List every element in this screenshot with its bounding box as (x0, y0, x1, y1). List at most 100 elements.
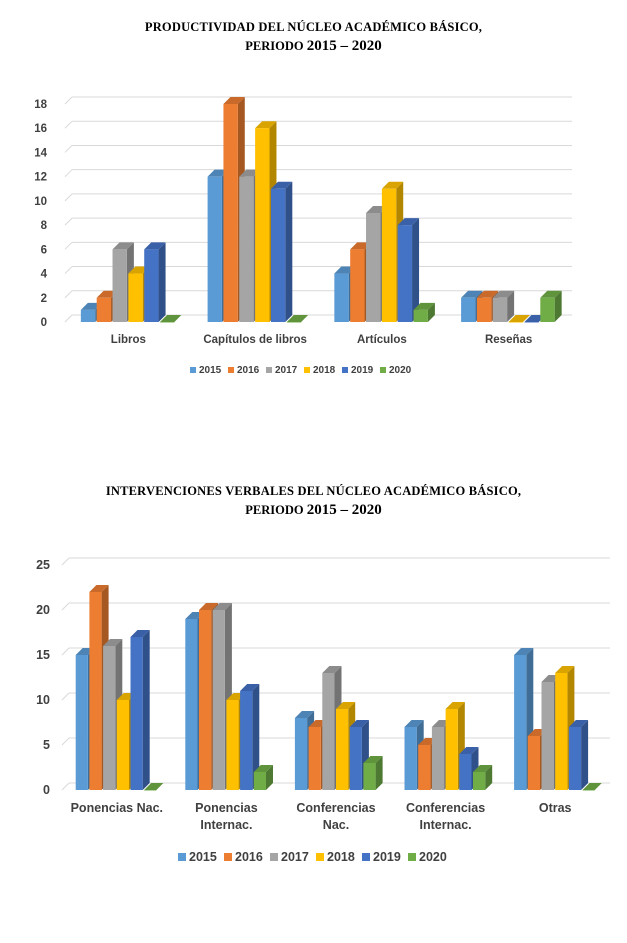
chart1-bar-top (476, 290, 499, 298)
chart2-category-label: Conferencias (406, 801, 485, 815)
chart1-ytick-label: 18 (34, 99, 47, 111)
chart2-bar-top (568, 720, 589, 727)
chart1-legend-swatch (342, 367, 348, 373)
chart2-legend-swatch (316, 853, 324, 861)
chart2-ytick-label: 5 (43, 738, 50, 752)
chart1-bar-top (508, 315, 530, 322)
chart1-title-line1: PRODUCTIVIDAD DEL NÚCLEO ACADÉMICO BÁSIC… (144, 20, 483, 34)
chart1-title-years: 2015 – 2020 (306, 38, 382, 54)
chart2-legend-label: 2017 (281, 850, 309, 864)
chart2-legend-swatch (224, 853, 232, 861)
chart2-legend-swatch (362, 853, 370, 861)
chart1-bar-side (507, 290, 515, 322)
chart1-bar-side (158, 242, 166, 322)
chart2-ytick-label: 25 (36, 558, 50, 572)
chart2-title-line2: PERIODO 2015 – 2020 (0, 502, 627, 519)
chart1-ytick-label: 16 (34, 123, 47, 135)
chart2-bar (514, 655, 527, 790)
chart2-bar (555, 673, 568, 790)
chart2-bar (541, 682, 554, 790)
chart2-ytick-label: 20 (36, 603, 50, 617)
chart1-bar (80, 309, 96, 322)
chart1-gridline-diag (64, 96, 73, 105)
chart1-bar (334, 273, 349, 322)
chart1-bar (270, 188, 286, 322)
chart2-bar-side (581, 720, 589, 790)
chart2-bar (431, 727, 445, 790)
chart1-gridline-diag (64, 120, 73, 129)
chart2-category-label: Ponencias Nac. (71, 801, 163, 815)
chart1-ytick-label: 4 (41, 269, 48, 281)
chart1-bar-top (492, 290, 515, 298)
chart2-category-label: Internac. (200, 818, 252, 832)
chart1-title-line2: PERIODO 2015 – 2020 (0, 38, 627, 55)
chart2-bar-top (144, 783, 164, 790)
chart2-legend-swatch (178, 853, 186, 861)
chart1-bar (350, 249, 365, 322)
chart1-gridline-diag (64, 290, 73, 299)
chart1-legend-swatch (266, 367, 272, 373)
chart2-bar-top (294, 711, 315, 718)
chart1-ytick-label: 10 (34, 196, 47, 208)
chart2-bar-side (485, 765, 493, 790)
chart2-bar-top (253, 765, 273, 772)
chart1-legend-label: 2018 (313, 365, 336, 376)
chart2-bar-top (89, 585, 109, 592)
chart1-bar (223, 104, 238, 322)
chart1-gridline-diag (64, 193, 73, 202)
chart2-bar-top (199, 603, 219, 610)
chart2-bar (445, 709, 458, 790)
chart2-bar-top (322, 666, 342, 673)
chart1-title-prefix: PERIODO (245, 39, 304, 53)
chart1-bar (96, 297, 112, 322)
chart1-bar-top (270, 181, 293, 189)
chart1-bar-side (285, 181, 293, 322)
chart1-legend-label: 2020 (389, 365, 412, 376)
chart2-bar-top (445, 702, 465, 709)
chart2-bar-top (130, 630, 150, 637)
chart1-bar-side (412, 218, 420, 322)
chart1-bar-top (286, 315, 309, 322)
chart1-ytick-label: 8 (41, 220, 48, 232)
chart2-legend-label: 2015 (189, 850, 217, 864)
chart1-bar (476, 297, 492, 322)
chart1-ytick-label: 12 (34, 172, 47, 184)
chart1-bar-top (160, 315, 182, 322)
chart1-bar-side (427, 302, 435, 322)
chart2-bar (130, 637, 143, 790)
chart2-bar-top (212, 603, 232, 610)
chart2-gridline-diag (61, 692, 70, 701)
chart2-bar (568, 727, 582, 790)
chart2-bar (418, 745, 431, 790)
chart1-ytick-label: 2 (41, 293, 47, 305)
chart2-bar-top (404, 720, 424, 727)
chart2-bar (322, 673, 335, 790)
chart2-legend-swatch (408, 853, 416, 861)
chart2-category-label: Conferencias (296, 801, 375, 815)
chart2-ytick-label: 10 (36, 693, 50, 707)
chart1-ytick-label: 14 (34, 147, 47, 159)
chart2-legend-swatch (270, 853, 278, 861)
chart2-gridline-diag (61, 602, 70, 611)
chart2-bar-side (252, 684, 260, 790)
chart1-bar (413, 309, 428, 322)
chart1-legend-swatch (380, 367, 386, 373)
chart2-title-years: 2015 – 2020 (306, 502, 382, 518)
chart2-gridline-diag (61, 647, 70, 656)
chart1-bar-top (112, 242, 134, 250)
chart1-bar (255, 128, 270, 322)
chart2-bar (75, 655, 88, 790)
chart1-ytick-label: 6 (41, 244, 47, 256)
chart1-bar-top (461, 290, 483, 298)
chart1-category-label: Reseñas (485, 334, 532, 346)
chart2-legend-label: 2016 (235, 850, 263, 864)
chart2-category-label: Ponencias (195, 801, 258, 815)
chart1-legend-label: 2016 (237, 365, 260, 376)
chart2-gridline-diag (61, 782, 70, 791)
chart2-bar (212, 610, 225, 790)
chart1-bar (397, 225, 413, 322)
chart2-bar (226, 700, 239, 790)
chart1-bar-top (144, 242, 166, 250)
chart2-bar-top (363, 756, 383, 763)
